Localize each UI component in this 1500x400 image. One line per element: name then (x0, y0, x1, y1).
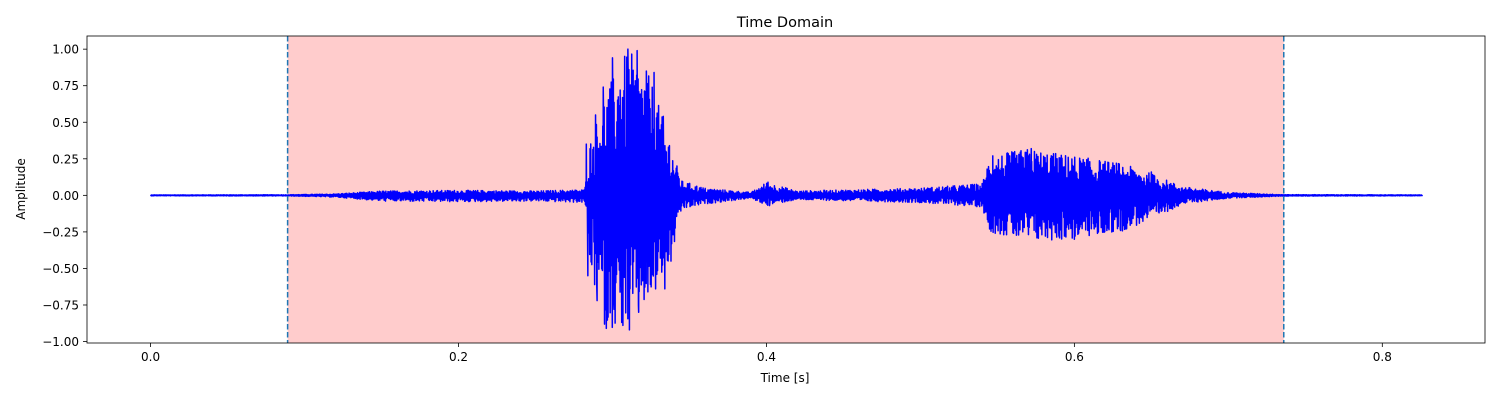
y-tick-label: 0.00 (52, 189, 79, 203)
y-tick-label: −0.50 (42, 262, 79, 276)
x-tick-label: 0.0 (141, 350, 160, 364)
y-tick-label: −0.25 (42, 225, 79, 239)
x-tick-label: 0.2 (449, 350, 468, 364)
x-tick-label: 0.8 (1373, 350, 1392, 364)
y-tick-label: 0.75 (52, 79, 79, 93)
y-tick-label: 1.00 (52, 43, 79, 57)
y-axis-title: Amplitude (14, 158, 28, 220)
y-tick-label: −0.75 (42, 298, 79, 312)
x-axis-title: Time [s] (760, 371, 810, 385)
y-tick-label: 0.50 (52, 116, 79, 130)
x-tick-label: 0.4 (757, 350, 776, 364)
waveform-line (149, 48, 1424, 331)
x-tick-label: 0.6 (1065, 350, 1084, 364)
y-tick-label: 0.25 (52, 152, 79, 166)
axes-frame (86, 35, 1486, 344)
chart-title: Time Domain (736, 15, 833, 31)
y-tick-label: −1.00 (42, 335, 79, 349)
